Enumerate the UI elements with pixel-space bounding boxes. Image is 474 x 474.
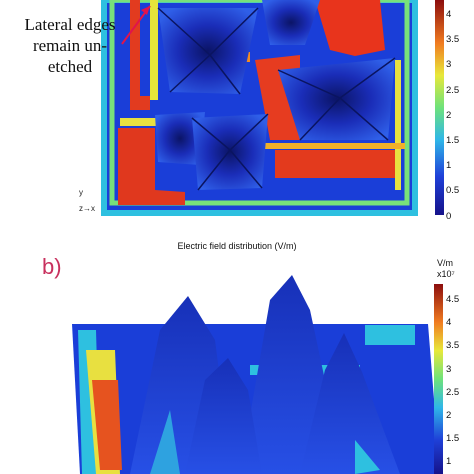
colorbar-bottom-tick: 3.5 bbox=[446, 340, 460, 352]
top-heatmap bbox=[101, 0, 418, 216]
colorbar-exponent: x10⁷ bbox=[437, 269, 455, 279]
colorbar-top-tick: 2 bbox=[446, 109, 452, 121]
pyramid-5 bbox=[191, 113, 269, 191]
peak-3 bbox=[185, 358, 262, 474]
pyramid-2 bbox=[262, 0, 320, 45]
axis-y-label: y bbox=[79, 188, 83, 197]
panel-b-label: b) bbox=[42, 254, 62, 279]
colorbar-bottom bbox=[434, 284, 443, 474]
pyramid-1 bbox=[157, 7, 259, 95]
colorbar-top-tick: 3 bbox=[446, 59, 452, 71]
colorbar-top-tick: 1 bbox=[446, 160, 452, 172]
annotation-text: Lateral edges remain un-etched bbox=[24, 15, 116, 76]
pyramid-4 bbox=[155, 112, 205, 165]
colorbar-unit: V/m bbox=[437, 258, 454, 268]
colorbar-bottom-tick: 3 bbox=[446, 363, 452, 375]
colorbar-top-tick: 4 bbox=[446, 9, 452, 20]
colorbar-top-tick: 1.5 bbox=[446, 135, 460, 146]
colorbar-bottom-tick: 2 bbox=[446, 410, 452, 421]
colorbar-top-tick: 0.5 bbox=[446, 185, 460, 197]
plot-title: Electric field distribution (V/m) bbox=[177, 241, 297, 251]
colorbar-bottom-tick: 1 bbox=[446, 456, 452, 468]
colorbar-top-tick: 3.5 bbox=[446, 34, 460, 46]
colorbar-bottom-tick: 2.5 bbox=[446, 386, 460, 398]
colorbar-bottom-tick: 4.5 bbox=[446, 294, 460, 305]
colorbar-bottom-tick: 1.5 bbox=[446, 433, 460, 445]
colorbar-bottom-tick: 4 bbox=[446, 317, 452, 329]
bottom-3d-plot bbox=[72, 275, 440, 474]
axis-zx-label: z→x bbox=[79, 204, 95, 213]
colorbar-top-tick: 2.5 bbox=[446, 84, 460, 96]
peak-4 bbox=[300, 333, 400, 474]
colorbar-top-tick: 0 bbox=[446, 210, 452, 222]
colorbar-top bbox=[435, 0, 444, 215]
pyramid-3 bbox=[277, 57, 396, 141]
